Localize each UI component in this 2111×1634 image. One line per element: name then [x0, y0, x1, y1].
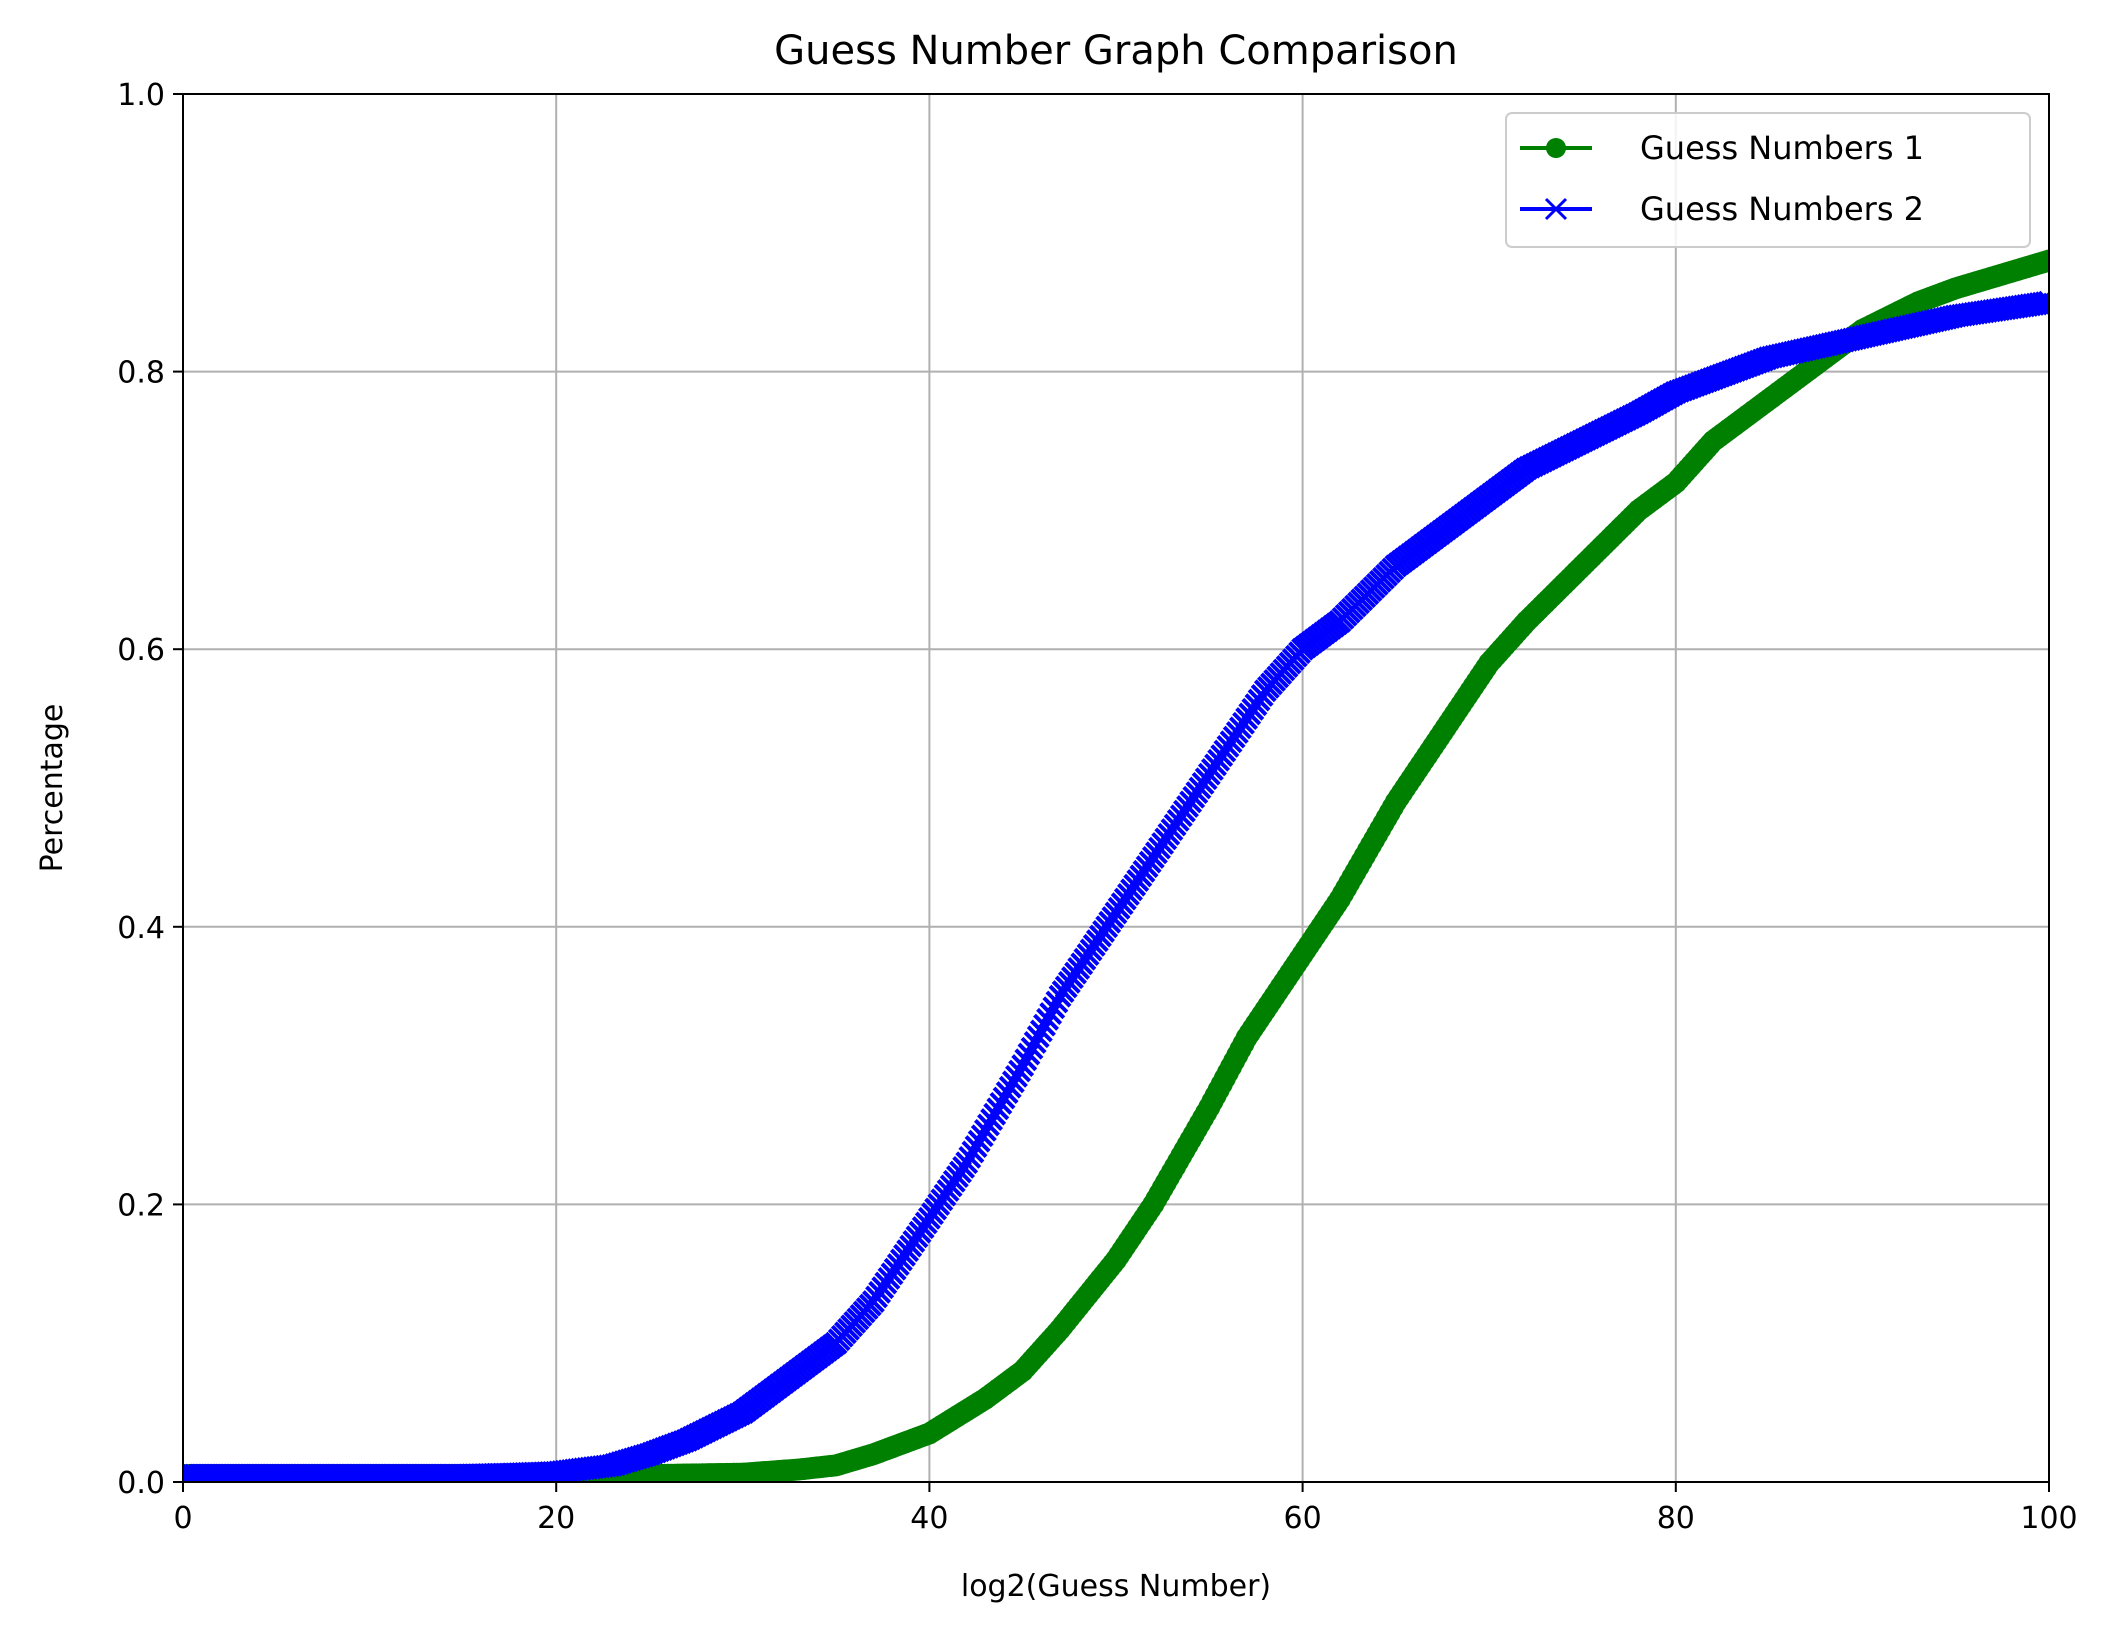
legend-marker-series-1 — [1546, 138, 1566, 158]
chart-title: Guess Number Graph Comparison — [774, 28, 1458, 74]
data-point — [2037, 290, 2049, 314]
y-axis: 0.0 0.2 0.4 0.6 0.8 1.0 — [117, 78, 183, 1501]
plot-frame — [182, 93, 2050, 1483]
legend-marker-series-2 — [1544, 197, 1568, 221]
series-layer — [183, 249, 2049, 1482]
y-tick-label: 1.0 — [117, 78, 165, 113]
x-axis: 0 20 40 60 80 100 — [173, 1482, 2078, 1536]
x-tick-label: 40 — [910, 1501, 948, 1536]
x-tick-label: 80 — [1657, 1501, 1695, 1536]
data-point — [2038, 249, 2049, 272]
y-tick-label: 0.8 — [117, 356, 165, 391]
y-tick-label: 0.2 — [117, 1188, 165, 1223]
x-tick-label: 100 — [2020, 1501, 2077, 1536]
legend: Guess Numbers 1 Guess Numbers 2 — [1505, 112, 2031, 248]
y-axis-title: Percentage — [35, 704, 70, 873]
y-tick-label: 0.4 — [117, 911, 165, 946]
x-tick-label: 60 — [1284, 1501, 1322, 1536]
x-tick-label: 0 — [173, 1501, 192, 1536]
x-axis-title: log2(Guess Number) — [961, 1569, 1271, 1604]
y-tick-label: 0.0 — [117, 1466, 165, 1501]
x-tick-label: 20 — [537, 1501, 575, 1536]
legend-label-series-1: Guess Numbers 1 — [1640, 129, 1924, 167]
legend-label-series-2: Guess Numbers 2 — [1640, 190, 1924, 228]
y-tick-label: 0.6 — [117, 633, 165, 668]
legend-box — [1505, 112, 2031, 248]
